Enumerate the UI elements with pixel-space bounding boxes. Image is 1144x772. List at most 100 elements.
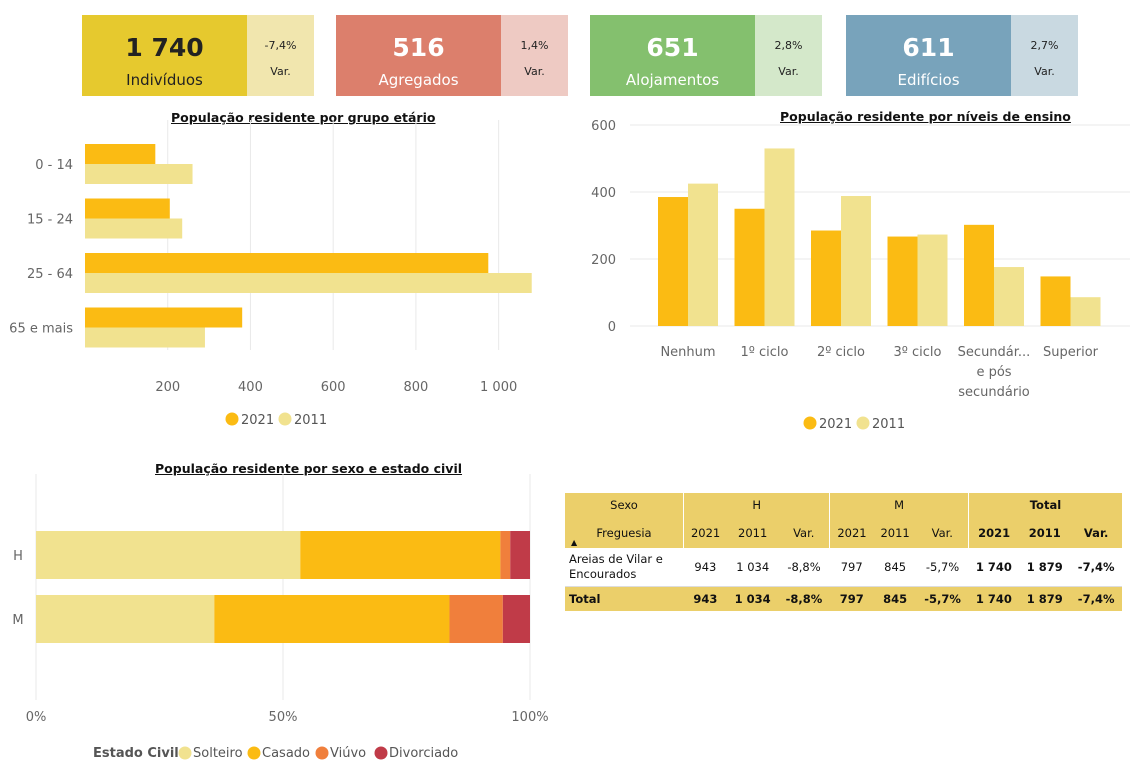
x-category-label: e pós: [976, 365, 1011, 380]
table-row[interactable]: Areias de Vilar e Encourados 943 1 034 -…: [565, 548, 1122, 587]
age-chart-title: População residente por grupo etário: [171, 110, 436, 125]
cell-m-var: -5,7%: [916, 548, 969, 587]
group-header-m[interactable]: M: [829, 493, 969, 517]
total-m-var: -5,7%: [916, 586, 969, 611]
row-name-line1: Areias de Vilar e: [569, 552, 663, 566]
total-total-2021: 1 740: [968, 586, 1020, 611]
cell-total-2011: 1 879: [1019, 548, 1071, 587]
table-header-groups: Sexo H M Total: [565, 493, 1122, 517]
cell-h-2011: 1 034: [727, 548, 779, 587]
bar-2011: [85, 273, 532, 293]
cell-total-var: -7,4%: [1070, 548, 1122, 587]
legend-marker: [315, 746, 329, 760]
total-h-var: -8,8%: [778, 586, 830, 611]
legend-marker: [247, 746, 261, 760]
kpi-variation-label: Var.: [270, 65, 291, 78]
bar-segment-viúvo: [500, 531, 511, 579]
bar-segment-casado: [214, 595, 450, 643]
total-total-var: -7,4%: [1070, 586, 1122, 611]
kpi-variation-label: Var.: [524, 65, 545, 78]
row-name-line2: Encourados: [569, 567, 637, 581]
legend-label-2011: 2011: [294, 413, 327, 428]
sexo-header[interactable]: Sexo: [565, 493, 684, 517]
bar-2011: [85, 164, 193, 184]
age-group-chart: 200 400 600 800 1 000 0 - 14 15 - 24 25 - 64 65 …: [9, 120, 532, 428]
cell-h-2021: 943: [683, 548, 728, 587]
sort-ascending-icon[interactable]: ▲: [571, 538, 578, 547]
bar-2011: [688, 183, 718, 326]
legend-label: Viúvo: [330, 746, 366, 761]
group-header-h[interactable]: H: [682, 493, 830, 517]
col-m-2011[interactable]: 2011: [873, 517, 917, 548]
x-tick-label: 800: [403, 380, 428, 395]
bar-2021: [658, 197, 688, 326]
cell-h-var: -8,8%: [778, 548, 830, 587]
bar-segment-viúvo: [449, 595, 503, 643]
x-category-label: Secundár...: [958, 345, 1031, 360]
freguesia-header[interactable]: Freguesia ▲: [565, 517, 684, 548]
kpi-main: 651 Alojamentos: [590, 15, 755, 96]
freguesia-label: Freguesia: [596, 525, 652, 540]
kpi-variation: -7,4% Var.: [247, 15, 314, 96]
col-h-2011[interactable]: 2011: [727, 517, 779, 548]
bar-2021: [85, 253, 489, 273]
total-total-2011: 1 879: [1019, 586, 1071, 611]
total-h-2021: 943: [683, 586, 728, 611]
col-m-2021[interactable]: 2021: [829, 517, 874, 548]
x-category-label: 2º ciclo: [817, 345, 865, 360]
kpi-label: Edifícios: [897, 71, 960, 89]
total-m-2011: 845: [873, 586, 917, 611]
bar-2011: [85, 327, 205, 348]
kpi-label: Agregados: [378, 71, 459, 89]
population-matrix-table: Sexo H M Total Freguesia ▲ 2021 2011 Var…: [565, 493, 1122, 611]
legend-marker-2021: [803, 416, 817, 430]
cell-m-2011: 845: [873, 548, 917, 587]
legend-label: Solteiro: [193, 746, 243, 761]
bar-segment-divorciado: [510, 531, 530, 579]
col-total-var[interactable]: Var.: [1070, 517, 1122, 548]
x-tick-label: 100%: [511, 710, 548, 725]
bar-2021: [85, 144, 156, 164]
bar-2011: [85, 218, 183, 239]
bar-2011: [994, 267, 1024, 326]
col-total-2021[interactable]: 2021: [967, 517, 1020, 548]
x-tick-label: 600: [321, 380, 346, 395]
col-h-2021[interactable]: 2021: [683, 517, 728, 548]
kpi-value: 651: [646, 33, 699, 62]
group-header-total[interactable]: Total: [967, 493, 1122, 517]
col-h-var[interactable]: Var.: [778, 517, 830, 548]
kpi-label: Alojamentos: [625, 71, 720, 89]
table-total-row: Total 943 1 034 -8,8% 797 845 -5,7% 1 74…: [565, 586, 1122, 611]
total-h-2011: 1 034: [727, 586, 779, 611]
legend-marker-2011: [856, 416, 870, 430]
y-tick-label: 200: [591, 253, 616, 268]
x-category-label: Nenhum: [660, 345, 715, 360]
legend-label-2021: 2021: [819, 417, 852, 432]
legend-marker: [178, 746, 192, 760]
x-tick-label: 400: [238, 380, 263, 395]
y-tick-label: 0: [608, 320, 616, 335]
kpi-value: 516: [392, 33, 445, 62]
education-chart: 0 200 400 600 Nenhum 1º ciclo 2º ciclo 3º ciclo…: [591, 119, 1130, 432]
x-tick-label: 1 000: [480, 380, 517, 395]
bar-2021: [964, 224, 994, 326]
kpi-main: 611 Edifícios: [846, 15, 1011, 96]
total-label: Total: [565, 586, 684, 611]
x-category-label: secundário: [958, 385, 1030, 400]
bar-segment-divorciado: [502, 595, 530, 643]
legend-marker-2021: [225, 412, 239, 426]
y-category-label: 0 - 14: [35, 158, 73, 173]
civil-chart-title: População residente por sexo e estado ci…: [155, 461, 463, 476]
x-category-label: 1º ciclo: [740, 345, 788, 360]
legend-label-2011: 2011: [872, 417, 905, 432]
y-tick-label: 600: [591, 119, 616, 134]
legend-marker: [374, 746, 388, 760]
legend-marker-2011: [278, 412, 292, 426]
row-freguesia-name: Areias de Vilar e Encourados: [565, 548, 684, 587]
y-category-label: 25 - 64: [27, 267, 73, 282]
col-m-var[interactable]: Var.: [916, 517, 969, 548]
cell-total-2021: 1 740: [968, 548, 1020, 587]
legend-title: Estado Civil: [93, 746, 179, 761]
col-total-2011[interactable]: 2011: [1019, 517, 1071, 548]
kpi-variation-value: 2,8%: [774, 39, 803, 52]
